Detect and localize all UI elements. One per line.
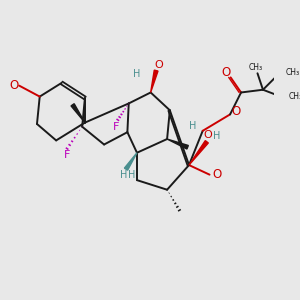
Polygon shape (124, 153, 137, 170)
Text: F: F (112, 122, 119, 132)
Text: F: F (64, 150, 70, 160)
Polygon shape (189, 141, 208, 165)
Text: O: O (232, 105, 241, 118)
Text: CH₃: CH₃ (289, 92, 300, 101)
Text: H: H (120, 170, 127, 180)
Text: O: O (204, 130, 213, 140)
Text: O: O (154, 59, 163, 70)
Text: H: H (189, 121, 196, 131)
Polygon shape (151, 70, 158, 92)
Polygon shape (71, 104, 85, 123)
Text: CH₃: CH₃ (249, 63, 263, 72)
Polygon shape (167, 139, 188, 149)
Text: O: O (213, 168, 222, 181)
Text: H: H (128, 170, 136, 180)
Text: H: H (133, 69, 140, 79)
Text: H: H (213, 131, 220, 141)
Text: O: O (10, 79, 19, 92)
Text: O: O (221, 66, 230, 79)
Text: CH₃: CH₃ (286, 68, 300, 77)
